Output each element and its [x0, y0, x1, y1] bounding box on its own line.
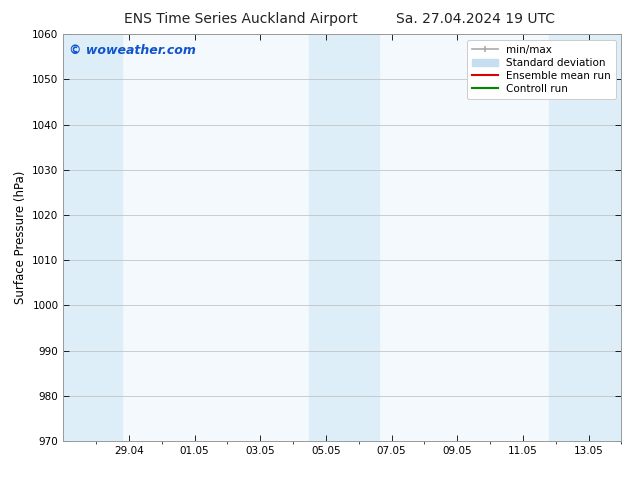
Text: ENS Time Series Auckland Airport: ENS Time Series Auckland Airport [124, 12, 358, 26]
Legend: min/max, Standard deviation, Ensemble mean run, Controll run: min/max, Standard deviation, Ensemble me… [467, 40, 616, 99]
Bar [309, 34, 378, 441]
Y-axis label: Surface Pressure (hPa): Surface Pressure (hPa) [14, 171, 27, 304]
Text: Sa. 27.04.2024 19 UTC: Sa. 27.04.2024 19 UTC [396, 12, 555, 26]
Bar [63, 34, 122, 441]
Bar [549, 34, 621, 441]
Text: © woweather.com: © woweather.com [69, 45, 196, 57]
